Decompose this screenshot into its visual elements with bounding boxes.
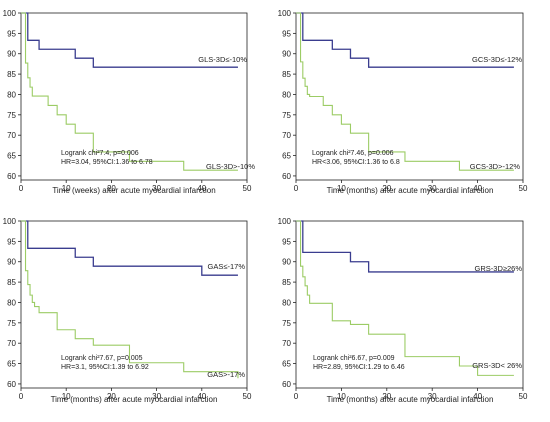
- x-axis-label: Time (months) after acute myocardial inf…: [51, 395, 218, 404]
- y-tick-label: 60: [282, 380, 291, 389]
- x-tick-label: 20: [107, 392, 116, 401]
- y-tick-label: 95: [7, 29, 16, 38]
- y-tick-label: 95: [282, 237, 291, 246]
- km-curve-high: [21, 12, 238, 68]
- plot-frame: [295, 220, 524, 389]
- x-axis-label: Time (months) after acute myocardial inf…: [327, 186, 494, 195]
- y-tick-label: 60: [282, 172, 291, 181]
- y-tick-label: 60: [7, 380, 16, 389]
- y-tick-label: 90: [282, 258, 291, 267]
- km-curve-low: [21, 12, 238, 171]
- series-label-high: GCS-3D≤-12%: [472, 55, 522, 64]
- y-tick-label: 70: [7, 131, 16, 140]
- y-tick-label: 70: [7, 339, 16, 348]
- y-tick-label: 90: [282, 50, 291, 59]
- y-tick-label: 65: [7, 152, 16, 161]
- y-tick-label: 80: [282, 298, 291, 307]
- y-tick-label: 100: [3, 9, 17, 18]
- km-panel-gas: 60 65 70 75 80 85 90 95 100 0 10 20 30 40 50 Time (mon…: [3, 217, 252, 404]
- x-tick-label: 30: [428, 184, 437, 193]
- km-curve-high: [296, 12, 514, 68]
- series-label-high: GRS-3D≥26%: [475, 264, 523, 273]
- km-curve-low: [296, 12, 514, 171]
- series-label-low: GAS>-17%: [207, 370, 245, 379]
- km-panel-gls: 60 65 70 75 80 85 90 95 100 0 10 20 30 40 50 Time (wee…: [3, 9, 256, 195]
- logrank-annotation: Logrank chi²6.67, p=0.009: [313, 355, 395, 362]
- series-label-low: GRS-3D< 26%: [472, 361, 522, 370]
- y-tick-label: 80: [7, 90, 16, 99]
- km-curve-high: [296, 220, 514, 273]
- y-tick-label: 95: [7, 237, 16, 246]
- y-tick-label: 75: [7, 111, 16, 120]
- x-tick-label: 20: [382, 184, 391, 193]
- y-tick-label: 85: [282, 70, 291, 79]
- y-tick-label: 100: [278, 9, 292, 18]
- x-tick-label: 50: [519, 392, 528, 401]
- plot-frame: [20, 12, 248, 181]
- x-tick-label: 20: [107, 184, 116, 193]
- logrank-annotation: Logrank chi²7.46, p=0.006: [312, 150, 394, 157]
- x-tick-label: 0: [19, 184, 24, 193]
- y-tick-label: 100: [278, 217, 292, 226]
- x-tick-label: 0: [19, 392, 24, 401]
- x-tick-label: 30: [152, 184, 161, 193]
- x-tick-label: 10: [62, 184, 71, 193]
- x-tick-label: 40: [473, 184, 482, 193]
- y-tick-label: 80: [7, 298, 16, 307]
- logrank-annotation: Logrank chi²7.4, p=0.006: [61, 150, 139, 157]
- x-axis-label: Time (months) after acute myocardial inf…: [327, 395, 494, 404]
- y-tick-label: 85: [7, 70, 16, 79]
- x-tick-label: 50: [243, 184, 252, 193]
- y-tick-label: 90: [7, 50, 16, 59]
- plot-frame: [295, 12, 524, 181]
- y-tick-label: 85: [282, 278, 291, 287]
- x-tick-label: 30: [152, 392, 161, 401]
- x-tick-label: 40: [473, 392, 482, 401]
- plot-frame: [20, 220, 248, 389]
- x-tick-label: 0: [294, 392, 299, 401]
- x-tick-label: 50: [519, 184, 528, 193]
- km-curve-low: [296, 220, 514, 376]
- km-panel-grs: 60 65 70 75 80 85 90 95 100 0 10 20 30 40 50 Time (mon…: [278, 217, 528, 404]
- series-label-low: GLS-3D>-10%: [206, 162, 255, 171]
- hr-annotation: HR<3.06, 95%CI:1.36 to 6.8: [312, 159, 400, 166]
- hr-annotation: HR=2.89, 95%CI:1.29 to 6.46: [313, 364, 405, 371]
- y-tick-label: 65: [282, 152, 291, 161]
- y-tick-label: 65: [282, 360, 291, 369]
- y-tick-label: 75: [282, 111, 291, 120]
- hr-annotation: HR=3.04, 95%CI:1.36 to 6.78: [61, 159, 153, 166]
- km-curve-low: [21, 220, 239, 379]
- x-tick-label: 50: [243, 392, 252, 401]
- y-tick-label: 70: [282, 131, 291, 140]
- x-tick-label: 0: [294, 184, 299, 193]
- km-curve-high: [21, 220, 238, 276]
- y-tick-label: 65: [7, 360, 16, 369]
- y-tick-label: 85: [7, 278, 16, 287]
- y-tick-label: 100: [3, 217, 17, 226]
- x-tick-label: 20: [382, 392, 391, 401]
- series-label-high: GLS-3D≤-10%: [198, 55, 247, 64]
- y-tick-label: 60: [7, 172, 16, 181]
- y-tick-label: 75: [7, 319, 16, 328]
- y-tick-label: 75: [282, 319, 291, 328]
- y-tick-label: 95: [282, 29, 291, 38]
- x-tick-label: 40: [197, 392, 206, 401]
- x-tick-label: 10: [62, 392, 71, 401]
- x-tick-label: 40: [197, 184, 206, 193]
- x-tick-label: 10: [337, 392, 346, 401]
- hr-annotation: HR=3.1, 95%CI:1.39 to 6.92: [61, 364, 149, 371]
- series-label-high: GAS≤-17%: [208, 262, 246, 271]
- x-tick-label: 10: [337, 184, 346, 193]
- series-label-low: GCS-3D>-12%: [470, 162, 521, 171]
- logrank-annotation: Logrank chi²7.67, p=0.005: [61, 355, 143, 362]
- x-tick-label: 30: [428, 392, 437, 401]
- y-tick-label: 70: [282, 339, 291, 348]
- x-axis-label: Time (weeks) after acute myocardial infa…: [52, 186, 215, 195]
- y-tick-label: 80: [282, 90, 291, 99]
- y-tick-label: 90: [7, 258, 16, 267]
- km-panel-gcs: 60 65 70 75 80 85 90 95 100 0 10 20 30 40 50 Time (mon…: [278, 9, 528, 195]
